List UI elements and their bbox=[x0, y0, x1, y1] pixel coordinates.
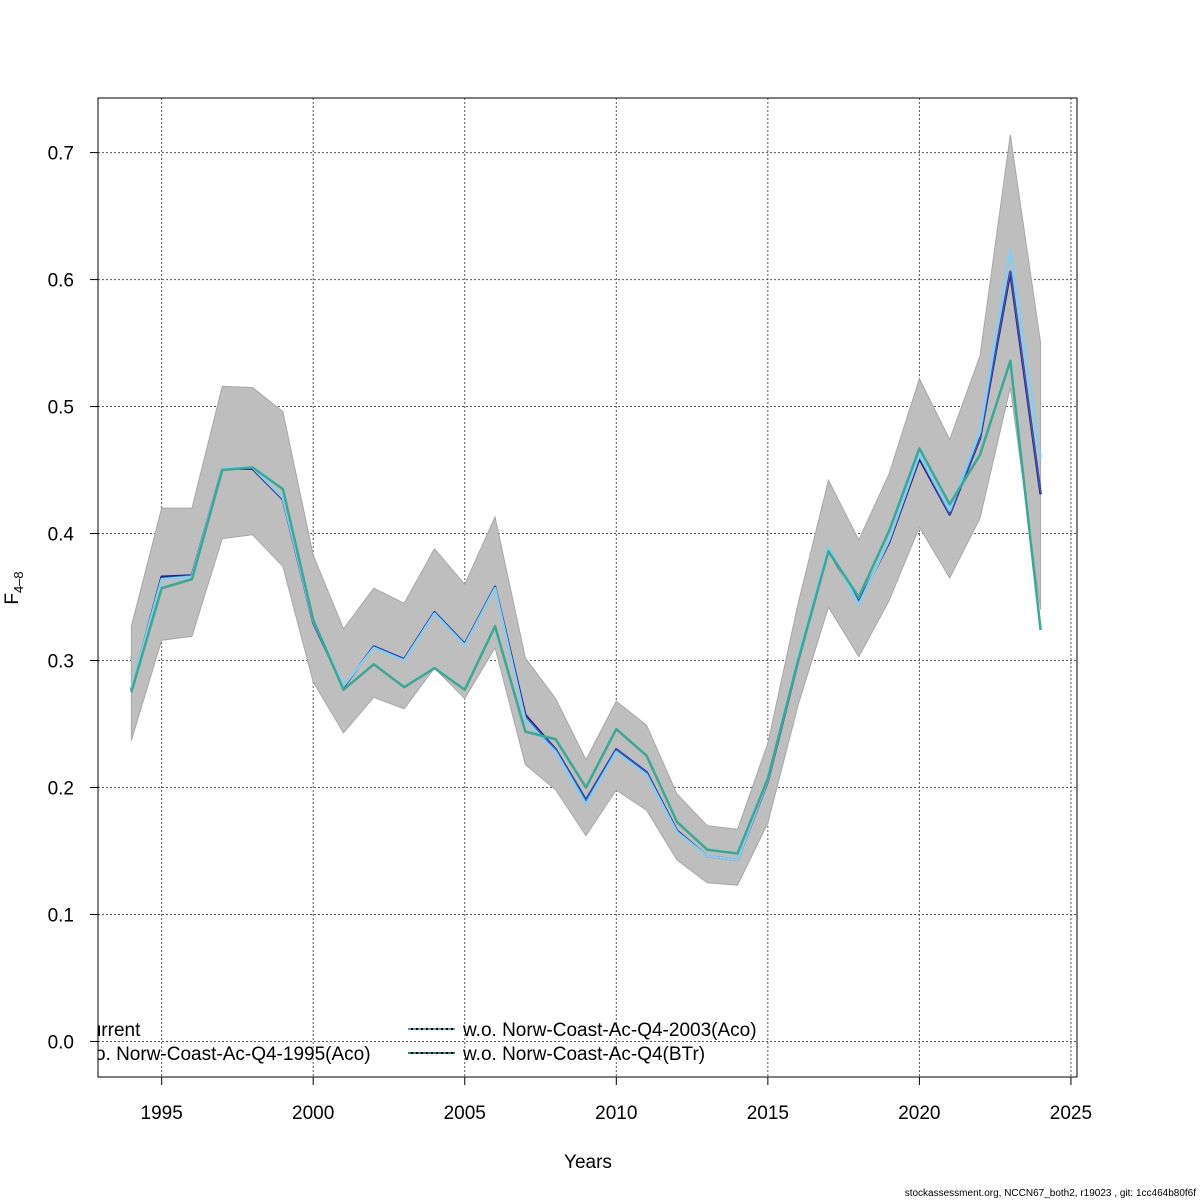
y-axis-label-main: F bbox=[2, 593, 23, 605]
plot-frame bbox=[97, 97, 1078, 1078]
x-tick-label: 2025 bbox=[1050, 1103, 1092, 1124]
x-axis: 1995 2000 2005 2010 2015 2020 2025 bbox=[141, 1076, 1092, 1124]
legend-label: w.o. Norw-Coast-Ac-Q4-2003(Aco) bbox=[462, 1020, 757, 1041]
y-tick-label: 0.5 bbox=[48, 398, 74, 419]
x-tick-label: 2020 bbox=[898, 1103, 940, 1124]
y-axis-label-sub: 4–8 bbox=[11, 571, 26, 593]
x-axis-label: Years bbox=[564, 1152, 612, 1173]
y-tick-label: 0.7 bbox=[48, 144, 74, 165]
y-tick-label: 0.3 bbox=[48, 652, 74, 673]
y-tick-label: 0.4 bbox=[48, 525, 75, 546]
y-axis-label: F4–8 bbox=[2, 571, 26, 604]
y-axis: 0.0 0.1 0.2 0.3 0.4 0.5 0.6 0.7 bbox=[48, 144, 98, 1053]
confidence-band bbox=[130, 134, 1042, 886]
y-tick-label: 0.0 bbox=[48, 1032, 74, 1053]
x-tick-label: 2000 bbox=[292, 1103, 334, 1124]
legend-label: Current bbox=[77, 1020, 141, 1041]
x-tick-label: 1995 bbox=[141, 1103, 183, 1124]
legend-label: w.o. Norw-Coast-Ac-Q4-1995(Aco) bbox=[76, 1044, 371, 1065]
y-tick-label: 0.2 bbox=[48, 778, 74, 799]
plot-area bbox=[130, 134, 1042, 886]
x-tick-label: 2005 bbox=[444, 1103, 486, 1124]
legend-label: w.o. Norw-Coast-Ac-Q4(BTr) bbox=[462, 1044, 705, 1065]
footer: stockassessment.org, NCCN67_both2, r1902… bbox=[905, 1188, 1196, 1199]
y-tick-label: 0.1 bbox=[48, 905, 74, 926]
x-tick-label: 2010 bbox=[595, 1103, 637, 1124]
grid bbox=[98, 98, 1077, 1077]
x-tick-label: 2015 bbox=[747, 1103, 789, 1124]
legend: Current w.o. Norw-Coast-Ac-Q4-1995(Aco) w.… bbox=[76, 1020, 757, 1065]
y-tick-label: 0.6 bbox=[48, 271, 74, 292]
